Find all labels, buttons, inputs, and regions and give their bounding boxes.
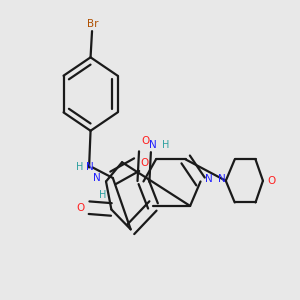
Text: N: N — [205, 174, 213, 184]
Text: N: N — [93, 173, 101, 183]
Text: N: N — [149, 140, 157, 151]
Text: H: H — [162, 140, 169, 151]
Text: O: O — [140, 158, 148, 168]
Text: H: H — [76, 163, 83, 172]
Text: O: O — [76, 203, 84, 213]
Text: N: N — [218, 174, 226, 184]
Text: O: O — [142, 136, 150, 146]
Text: N: N — [86, 163, 94, 172]
Text: Br: Br — [87, 19, 99, 29]
Text: H: H — [99, 190, 107, 200]
Text: O: O — [268, 176, 276, 186]
